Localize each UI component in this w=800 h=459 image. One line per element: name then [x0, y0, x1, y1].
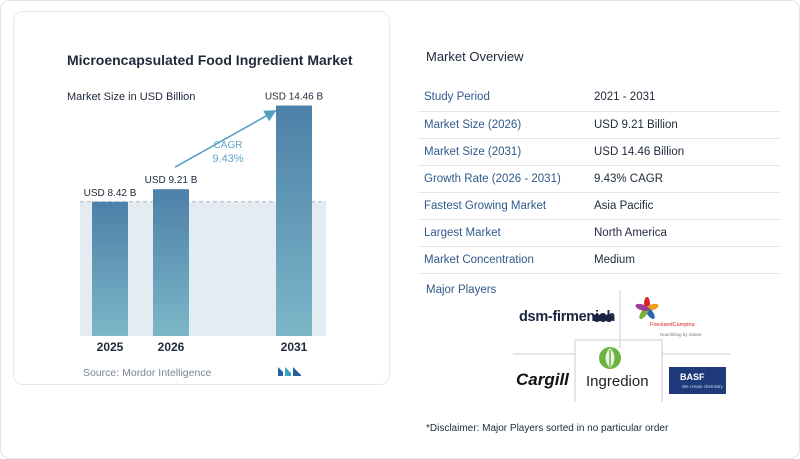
bar-2031	[276, 105, 312, 336]
overview-value: Asia Pacific	[588, 192, 780, 220]
market-overview-title: Market Overview	[426, 49, 524, 64]
major-players-title: Major Players	[426, 284, 497, 296]
overview-key: Growth Rate (2026 - 2031)	[418, 165, 588, 193]
cagr-arrow	[174, 110, 277, 168]
overview-value: USD 14.46 Billion	[588, 138, 780, 166]
dsm-firmenich-mark-icon	[593, 314, 613, 322]
overview-row: Fastest Growing Market Asia Pacific	[418, 192, 780, 220]
overview-key: Largest Market	[418, 219, 588, 247]
frieslandcampina-tagline: Nourishing by nature	[660, 332, 702, 337]
basf-logo: BASF We create chemistry	[669, 367, 726, 394]
market-overview-table: Study Period 2021 - 2031 Market Size (2026…	[418, 84, 780, 274]
chart-subtitle: Market Size in USD Billion	[67, 91, 196, 103]
overview-row: Study Period 2021 - 2031	[418, 84, 780, 112]
x-tick-2025: 2025	[97, 340, 124, 354]
overview-key: Market Size (2026)	[418, 111, 588, 139]
bar-chart: USD 8.42 B 2025 USD 9.21 B 2026 USD 14.46 B 2…	[80, 92, 326, 354]
bar-2025	[92, 201, 128, 336]
mordor-intelligence-logo-icon	[278, 367, 301, 376]
overview-key: Fastest Growing Market	[418, 192, 588, 220]
overview-value: 9.43% CAGR	[588, 165, 780, 193]
bar-2026	[153, 189, 189, 336]
data-label-2031: USD 14.46 B	[265, 92, 324, 103]
basf-tagline: We create chemistry	[682, 384, 723, 389]
cagr-value: 9.43%	[212, 153, 243, 165]
cagr-label: CAGR	[214, 140, 243, 151]
basf-name: BASF	[680, 372, 705, 382]
overview-row: Market Size (2026) USD 9.21 Billion	[418, 111, 780, 139]
frieslandcampina-logo: FrieslandCampina	[650, 322, 695, 328]
overview-key: Study Period	[418, 84, 588, 112]
overview-value: USD 9.21 Billion	[588, 111, 780, 139]
overview-value: North America	[588, 219, 780, 247]
x-tick-2026: 2026	[158, 340, 185, 354]
overview-key: Market Concentration	[418, 246, 588, 274]
frieslandcampina-flower-icon	[635, 297, 659, 319]
x-tick-2031: 2031	[281, 340, 308, 354]
overview-value: 2021 - 2031	[588, 84, 780, 112]
overview-row: Growth Rate (2026 - 2031) 9.43% CAGR	[418, 165, 780, 193]
ingredion-logo: Ingredion	[586, 373, 649, 390]
overview-key: Market Size (2031)	[418, 138, 588, 166]
players-grid-lines	[513, 290, 730, 402]
ingredion-leaf-icon	[599, 347, 621, 369]
cargill-logo: Cargill	[516, 370, 569, 389]
data-label-2026: USD 9.21 B	[145, 175, 198, 186]
source-note: Source: Mordor Intelligence	[83, 367, 212, 379]
overview-row: Market Concentration Medium	[418, 246, 780, 274]
data-label-2025: USD 8.42 B	[84, 188, 137, 199]
overview-row: Largest Market North America	[418, 219, 780, 247]
dsm-firmenich-logo: dsm-firmenich	[519, 309, 616, 325]
disclaimer: *Disclaimer: Major Players sorted in no …	[426, 423, 669, 434]
overview-value: Medium	[588, 246, 780, 274]
overview-row: Market Size (2031) USD 14.46 Billion	[418, 138, 780, 166]
chart-title: Microencapsulated Food Ingredient Market	[67, 52, 353, 68]
